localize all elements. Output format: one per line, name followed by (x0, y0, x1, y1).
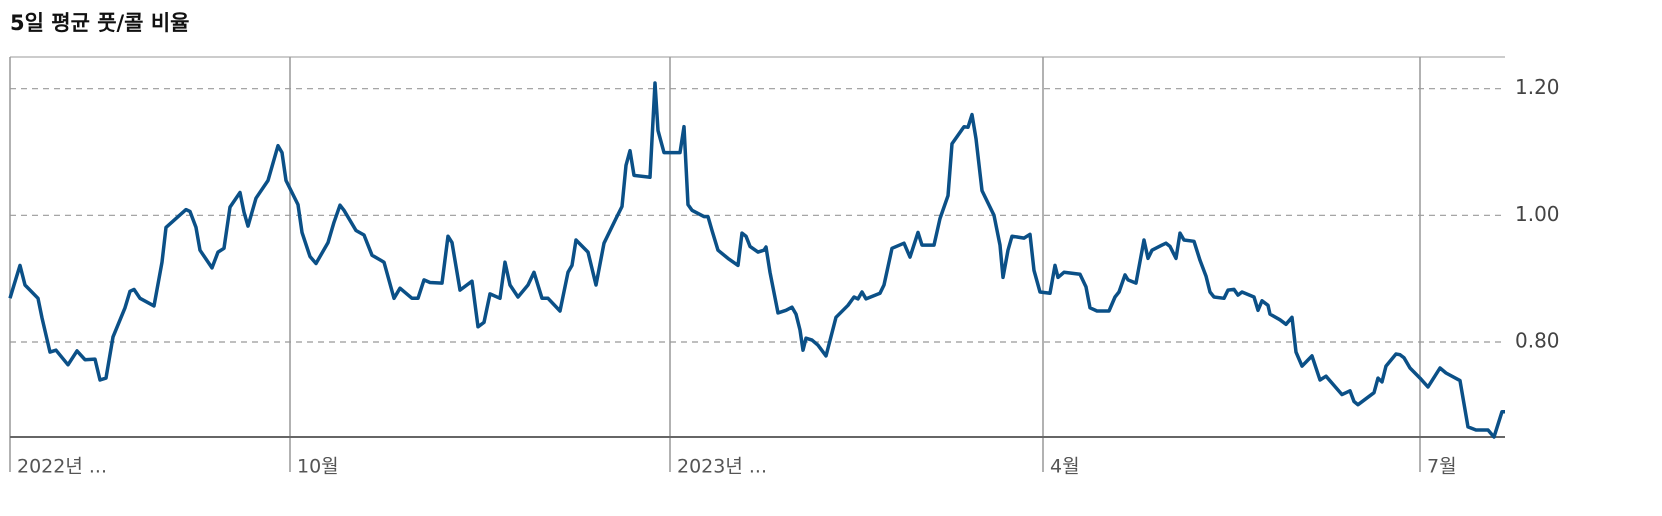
x-tick-label: 4월 (1050, 456, 1080, 478)
line-series (8, 81, 1505, 439)
x-tick-label: 2023년 ... (677, 456, 767, 478)
x-tick-label: 7월 (1427, 456, 1457, 478)
x-tick-label: 2022년 ... (17, 456, 107, 478)
y-tick-label: 1.00 (1515, 202, 1560, 226)
y-tick-label: 1.20 (1515, 75, 1560, 99)
y-tick-label: 0.80 (1515, 329, 1560, 353)
x-tick-label: 10월 (297, 456, 339, 478)
chart-title: 5일 평균 풋/콜 비율 (10, 11, 189, 35)
